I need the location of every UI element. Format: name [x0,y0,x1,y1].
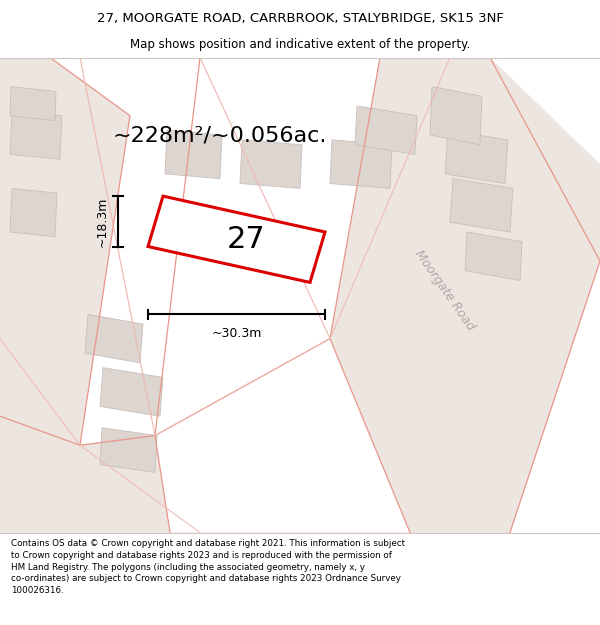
Polygon shape [0,416,170,532]
Polygon shape [10,188,57,237]
Polygon shape [0,58,130,445]
Polygon shape [100,368,163,416]
Polygon shape [465,232,522,281]
Polygon shape [240,140,302,188]
Polygon shape [10,87,56,121]
Text: 27: 27 [227,225,266,254]
Polygon shape [85,314,143,363]
Polygon shape [10,111,62,159]
Polygon shape [355,106,417,154]
Text: 27, MOORGATE ROAD, CARRBROOK, STALYBRIDGE, SK15 3NF: 27, MOORGATE ROAD, CARRBROOK, STALYBRIDG… [97,12,503,25]
Text: Moorgate Road: Moorgate Road [412,248,478,332]
Polygon shape [445,130,508,184]
Polygon shape [100,428,157,472]
Text: ~30.3m: ~30.3m [211,328,262,340]
Polygon shape [330,140,392,188]
Polygon shape [148,196,325,282]
Polygon shape [330,58,600,532]
Text: ~228m²/~0.056ac.: ~228m²/~0.056ac. [113,125,327,145]
Text: Map shows position and indicative extent of the property.: Map shows position and indicative extent… [130,38,470,51]
Polygon shape [430,87,482,145]
Text: Contains OS data © Crown copyright and database right 2021. This information is : Contains OS data © Crown copyright and d… [11,539,405,595]
Text: ~18.3m: ~18.3m [95,196,109,246]
Polygon shape [165,130,222,179]
Polygon shape [450,179,513,232]
